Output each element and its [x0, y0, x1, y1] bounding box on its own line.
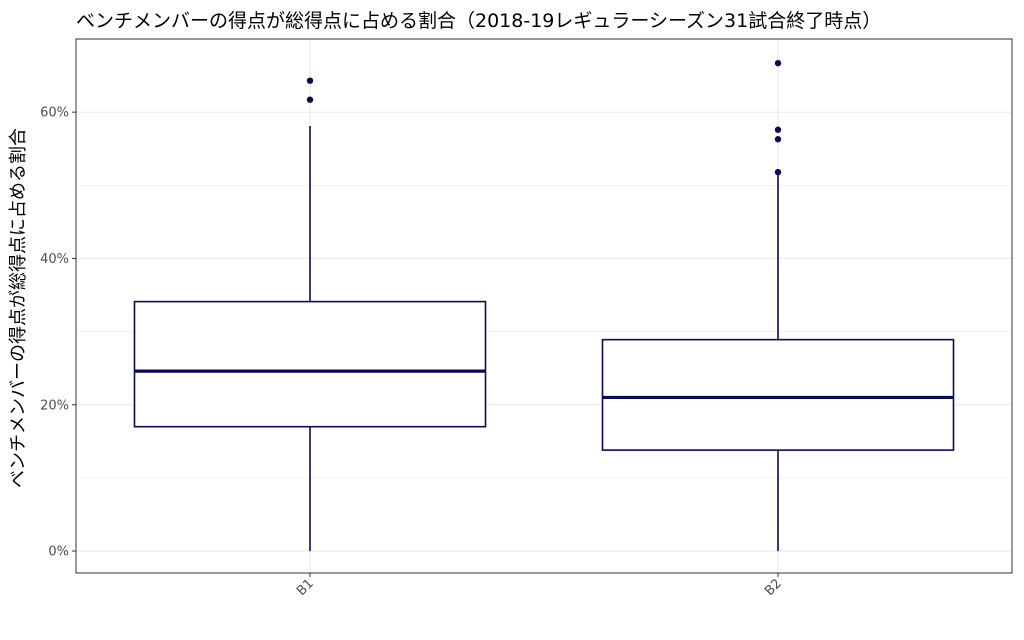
- x-axis-ticks: B1 B2: [294, 573, 785, 599]
- outlier-point: [775, 136, 781, 142]
- y-axis-label: ベンチメンバーの得点が総得点に占める割合: [8, 128, 29, 488]
- y-axis-ticks: 0% 20% 40% 60%: [40, 106, 76, 560]
- y-tick-label: 20%: [40, 398, 69, 413]
- box-B1: [135, 302, 486, 427]
- y-tick-label: 0%: [48, 545, 69, 560]
- outlier-point: [307, 97, 313, 103]
- outlier-point: [307, 77, 313, 83]
- outlier-point: [775, 60, 781, 66]
- x-tick-label: B1: [294, 576, 317, 599]
- boxes: [135, 60, 954, 551]
- y-tick-label: 60%: [40, 106, 69, 121]
- chart-title: ベンチメンバーの得点が総得点に占める割合（2018-19レギュラーシーズン31試…: [76, 10, 881, 32]
- box-B2: [603, 340, 954, 450]
- outlier-point: [775, 127, 781, 133]
- x-tick-label: B2: [762, 576, 785, 599]
- outlier-point: [775, 169, 781, 175]
- y-tick-label: 40%: [40, 252, 69, 267]
